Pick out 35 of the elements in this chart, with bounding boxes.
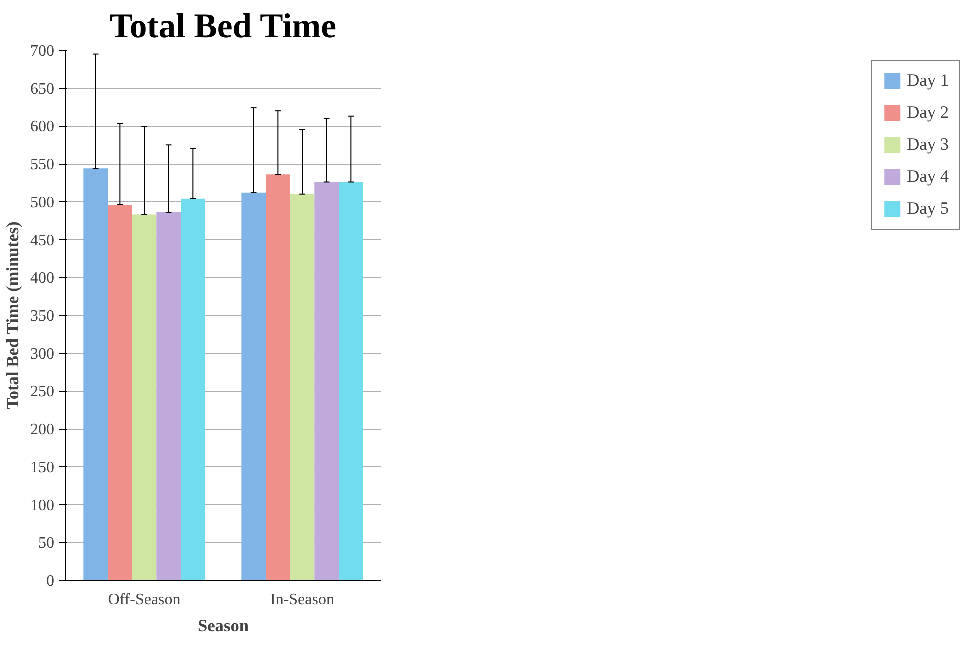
- bar: [266, 174, 290, 580]
- y-tick-label: 150: [30, 459, 54, 476]
- x-tick-label: In-Season: [270, 592, 334, 608]
- legend-label: Day 1: [907, 71, 949, 91]
- y-tick-label: 250: [30, 384, 54, 401]
- bar: [156, 212, 181, 580]
- y-tick-label: 650: [30, 80, 54, 98]
- bar: [84, 168, 108, 580]
- y-tick-label: 50: [38, 535, 54, 552]
- bar: [339, 182, 364, 580]
- y-tick-label: 350: [30, 308, 54, 325]
- y-tick-label: 400: [30, 270, 54, 288]
- y-axis-title: Total Bed Time (minutes): [4, 221, 22, 410]
- x-axis-title: Season: [198, 616, 250, 636]
- legend-label: Day 4: [907, 167, 949, 187]
- y-tick-label: 200: [30, 422, 54, 439]
- y-tick-label: 0: [46, 573, 54, 590]
- bar: [290, 194, 315, 580]
- legend-label: Day 3: [907, 135, 949, 155]
- bar: [181, 198, 206, 580]
- bar: [242, 192, 266, 580]
- y-tick-label: 550: [30, 156, 54, 174]
- legend-label: Day 2: [907, 103, 949, 123]
- y-tick-label: 100: [30, 497, 54, 514]
- bar: [108, 204, 132, 580]
- chart-title: Total Bed Time: [110, 8, 336, 46]
- y-tick-label: 300: [30, 346, 54, 363]
- y-tick-label: 600: [30, 118, 54, 136]
- x-tick-label: Off-Season: [108, 592, 181, 608]
- legend-label: Day 5: [907, 199, 949, 219]
- y-tick-label: 700: [30, 43, 54, 60]
- bar: [314, 182, 339, 580]
- y-tick-label: 450: [30, 232, 54, 250]
- y-tick-label: 500: [30, 194, 54, 212]
- bar: [132, 214, 157, 580]
